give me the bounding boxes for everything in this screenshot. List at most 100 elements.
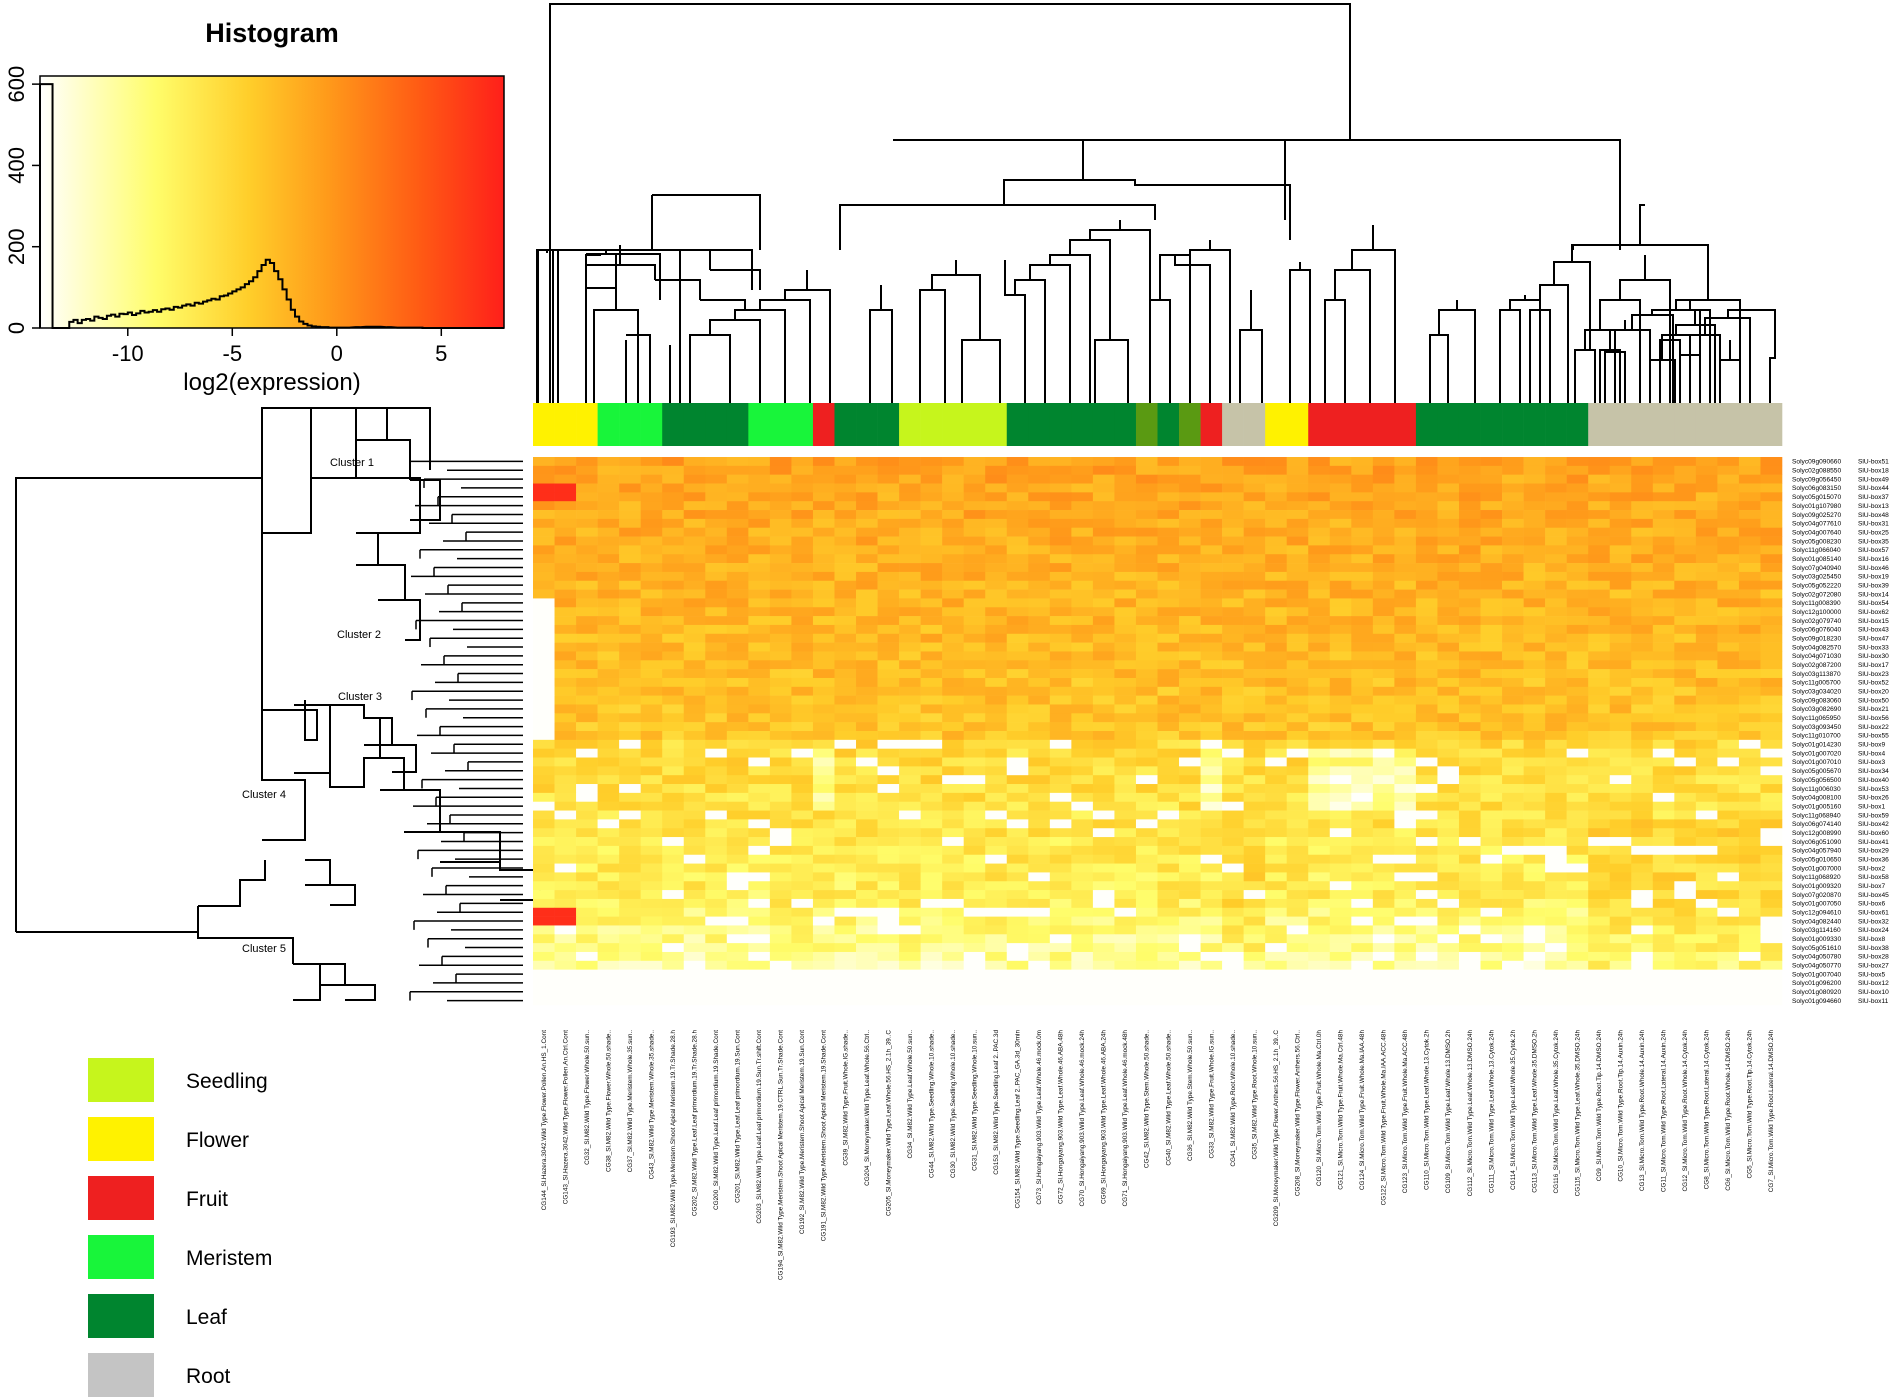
- heatmap-cell: [1114, 775, 1137, 785]
- heatmap-cell: [1286, 501, 1309, 511]
- heatmap-cell: [1631, 571, 1654, 582]
- heatmap-cell: [1738, 536, 1761, 546]
- heatmap-cell: [769, 651, 792, 661]
- heatmap-cell: [1674, 845, 1697, 856]
- heatmap-cell: [1351, 739, 1374, 749]
- heatmap-cell: [619, 660, 641, 670]
- heatmap-cell: [1049, 863, 1072, 873]
- heatmap-cell: [662, 563, 685, 573]
- heatmap-cell: [1222, 518, 1244, 529]
- heatmap-cell: [1200, 828, 1223, 838]
- heatmap-cell: [1071, 978, 1094, 988]
- heatmap-cell: [1265, 510, 1288, 520]
- column-labels: CG144_Sl.Hazera.3042.Wild Type.Flower.Po…: [541, 1030, 1775, 1281]
- heatmap-cell: [1717, 969, 1740, 979]
- row-dendrogram: [15, 407, 541, 1001]
- column-label: CG110_Sl.Micro.Tom.Wild Type.Leaf.Whole.…: [1424, 1030, 1431, 1190]
- heatmap-cell: [1717, 996, 1740, 1006]
- heatmap-cell: [856, 810, 878, 820]
- heatmap-cell: [683, 545, 706, 555]
- heatmap-cell: [1006, 465, 1029, 475]
- heatmap-cell: [1480, 881, 1503, 891]
- heatmap-cell: [1458, 757, 1481, 767]
- heatmap-cell: [1179, 669, 1201, 679]
- heatmap-cell: [877, 969, 900, 979]
- heatmap-cell: [856, 660, 878, 670]
- heatmap-cell: [1092, 616, 1115, 626]
- heatmap-cell: [769, 483, 792, 493]
- heatmap-cell: [1222, 686, 1244, 696]
- heatmap-cell: [1437, 642, 1460, 652]
- heatmap-cell: [726, 580, 749, 590]
- heatmap-cell: [1695, 978, 1718, 988]
- heatmap-cell: [1415, 633, 1438, 643]
- heatmap-cell: [619, 642, 641, 652]
- heatmap-cell: [576, 510, 598, 520]
- heatmap-cell: [1179, 695, 1201, 705]
- heatmap-cell: [1157, 483, 1180, 493]
- heatmap-cell: [1179, 996, 1201, 1006]
- heatmap-cell: [812, 713, 835, 723]
- heatmap-cell: [1179, 943, 1201, 953]
- heatmap-cell: [1480, 757, 1503, 767]
- heatmap-cell: [1738, 828, 1761, 838]
- heatmap-cell: [1480, 872, 1503, 882]
- heatmap-cell: [1695, 580, 1718, 590]
- heatmap-cell: [705, 978, 728, 988]
- heatmap-cell: [576, 731, 598, 741]
- heatmap-cell: [576, 651, 598, 661]
- heatmap-cell: [791, 571, 814, 582]
- heatmap-cell: [1674, 837, 1697, 847]
- heatmap-cell: [748, 766, 771, 776]
- heatmap-cell: [812, 501, 835, 511]
- heatmap-cell: [1652, 686, 1675, 696]
- heatmap-cell: [748, 837, 771, 847]
- heatmap-cell: [1523, 651, 1546, 661]
- heatmap-cell: [1609, 563, 1632, 573]
- heatmap-cell: [597, 837, 620, 847]
- heatmap-cell: [1588, 554, 1611, 564]
- heatmap-cell: [1351, 854, 1374, 864]
- heatmap-cell: [683, 784, 706, 794]
- heatmap-cell: [1437, 819, 1460, 829]
- heatmap-cell: [554, 748, 577, 758]
- heatmap-cell: [1674, 483, 1697, 493]
- heatmap-cell: [1006, 881, 1029, 891]
- heatmap-cell: [748, 739, 771, 749]
- heatmap-cell: [1695, 951, 1718, 962]
- heatmap-cell: [1265, 801, 1288, 811]
- heatmap-cell: [597, 987, 620, 997]
- heatmap-cell: [597, 633, 620, 643]
- heatmap-cell: [1437, 483, 1460, 493]
- heatmap-cell: [1114, 872, 1137, 882]
- heatmap-cell: [834, 784, 857, 794]
- heatmap-cell: [1502, 465, 1524, 475]
- heatmap-cell: [576, 845, 598, 856]
- column-label: CG144_Sl.Hazera.3042.Wild Type.Flower.Po…: [541, 1030, 548, 1211]
- heatmap-cell: [1265, 845, 1288, 856]
- heatmap-cell: [1286, 554, 1309, 564]
- row-protein-label: SlU-box52: [1858, 680, 1889, 687]
- heatmap-cell: [877, 739, 900, 749]
- heatmap-cell: [1308, 510, 1331, 520]
- heatmap-cell: [963, 819, 986, 829]
- heatmap-cell: [963, 775, 986, 785]
- heatmap-cell: [1114, 854, 1137, 864]
- heatmap-cell: [1372, 607, 1395, 617]
- heatmap-cell: [1092, 686, 1115, 696]
- heatmap-cell: [1286, 907, 1309, 917]
- heatmap-cell: [1717, 518, 1740, 529]
- heatmap-cell: [1394, 713, 1417, 723]
- heatmap-cell: [1760, 527, 1783, 537]
- heatmap-cell: [726, 616, 749, 626]
- heatmap-cell: [1114, 651, 1137, 661]
- heatmap-cell: [1695, 810, 1718, 820]
- heatmap-cell: [791, 872, 814, 882]
- column-label: CG35_Sl.M82.Wild Type.Root.Whole.10.sun.…: [1251, 1030, 1258, 1160]
- heatmap-cell: [1179, 483, 1201, 493]
- heatmap-cell: [899, 845, 921, 856]
- heatmap-cell: [1308, 801, 1331, 811]
- heatmap-cell: [576, 536, 598, 546]
- heatmap-cell: [899, 554, 921, 564]
- heatmap-cell: [1049, 510, 1072, 520]
